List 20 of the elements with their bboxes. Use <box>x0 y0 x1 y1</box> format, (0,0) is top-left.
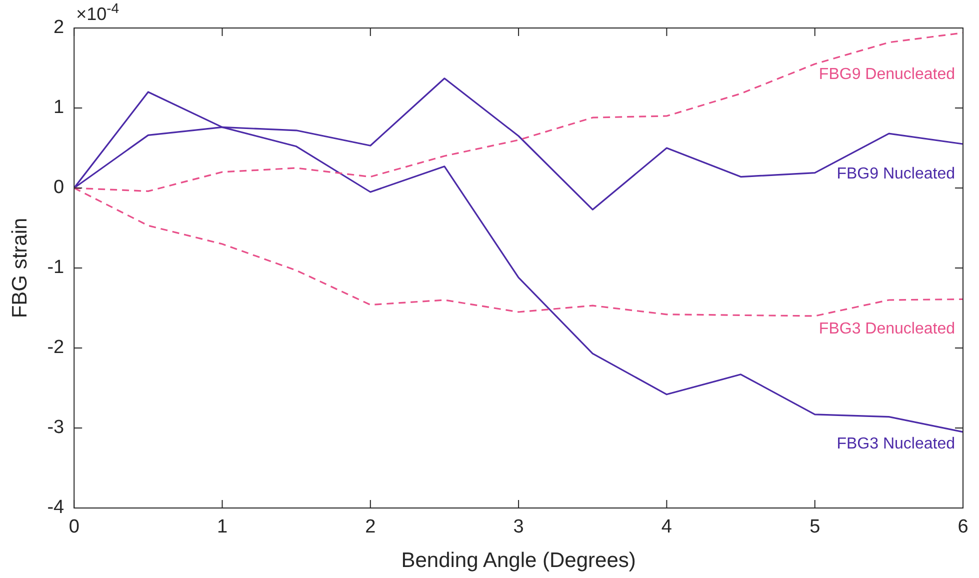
series-label: FBG9 Denucleated <box>818 66 955 84</box>
series-label: FBG9 Nucleated <box>836 165 955 182</box>
y-tick-label: -2 <box>47 337 64 358</box>
x-tick-label: 1 <box>216 516 228 538</box>
x-tick-label: 0 <box>68 516 80 538</box>
x-tick-label: 5 <box>810 516 820 538</box>
x-tick-label: 3 <box>513 516 524 538</box>
y-axis-title: FBG strain <box>8 218 32 318</box>
y-tick-label: -1 <box>47 257 64 278</box>
x-tick-label: 2 <box>365 516 376 538</box>
series-label: FBG3 Nucleated <box>836 435 955 452</box>
y-tick-label: -4 <box>47 497 65 518</box>
x-tick-label: 4 <box>661 516 672 538</box>
series-label: FBG3 Denucleated <box>818 320 955 338</box>
y-tick-label: -3 <box>47 417 64 438</box>
y-tick-label: 2 <box>54 17 64 38</box>
x-axis-title: Bending Angle (Degrees) <box>401 549 636 572</box>
y-tick-label: 0 <box>54 177 64 198</box>
y-tick-label: 1 <box>54 97 64 118</box>
x-tick-label: 6 <box>958 516 968 538</box>
